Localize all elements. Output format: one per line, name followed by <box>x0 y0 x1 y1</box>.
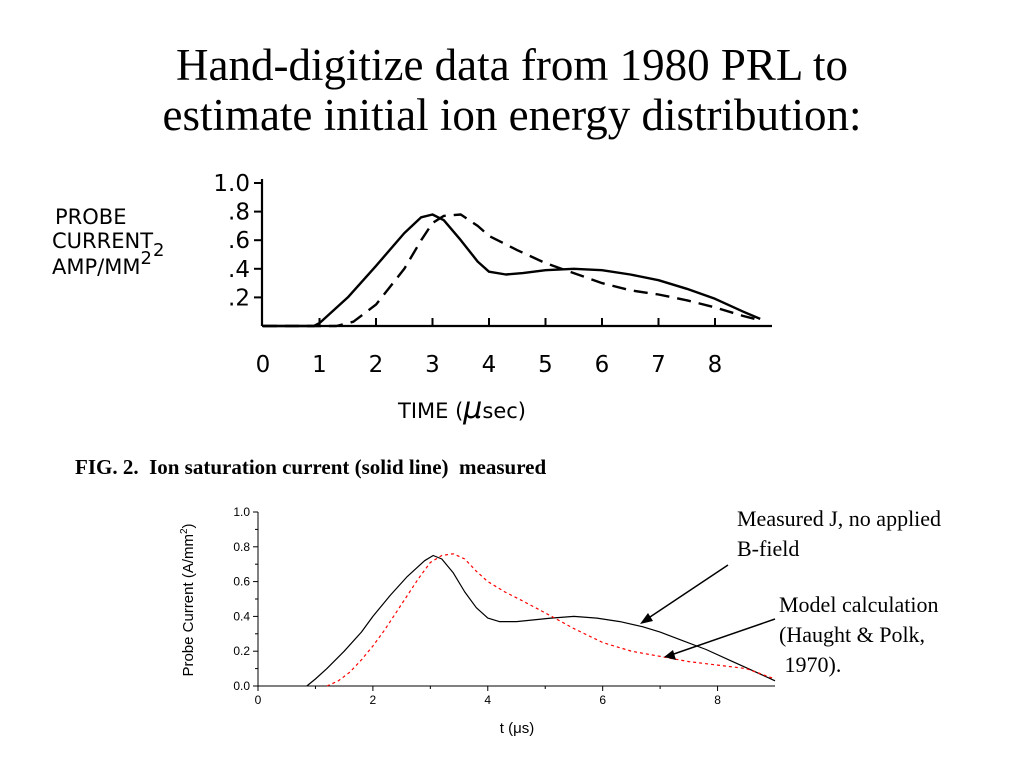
scan-y-tick-label: .4 <box>228 257 250 283</box>
title-line-1: Hand-digitize data from 1980 PRL to <box>176 40 848 90</box>
scan-y-tick-label: .6 <box>228 228 250 254</box>
scan-series-dashed <box>263 213 761 328</box>
plot-ylabel-superscript: 2 <box>179 528 190 534</box>
scan-x-tick-label: 0 <box>256 352 271 378</box>
scan-y-tick-labels: 1.0 .8.6 .4.2 <box>213 171 250 311</box>
plot-y-tick-label: 0.0 <box>233 679 250 693</box>
plot-xlabel-mu: μ <box>513 720 522 737</box>
scan-x-tick-label: 7 <box>651 352 666 378</box>
scan-series <box>263 213 761 328</box>
scan-ylabel-line-1: PROBE <box>55 205 126 229</box>
plot-ylabel-end: ) <box>180 523 197 528</box>
plot-x-tick-label: 6 <box>599 693 606 707</box>
scan-xlabel-prefix: TIME ( <box>397 399 463 423</box>
plot-x-tick-label: 2 <box>370 693 377 707</box>
annotation-model-line-1: Model calculation <box>779 592 939 617</box>
scan-ylabel-subscript: 2 <box>153 240 164 261</box>
scan-x-tick-labels: 0 1 2 3 4 5 6 7 8 <box>256 352 723 378</box>
scan-x-tick-label: 2 <box>369 352 384 378</box>
scan-y-tick-label: 1.0 <box>213 171 250 197</box>
scan-caption: FIG. 2. Ion saturation current (solid li… <box>75 455 546 479</box>
scan-y-tick-label: .8 <box>228 200 250 226</box>
plot-series-measured <box>306 554 776 687</box>
annotation-measured-line-2: B-field <box>737 536 800 561</box>
plot-y-tick-label: 0.6 <box>233 575 250 589</box>
scan-ylabel-superscript: 2 <box>140 248 151 269</box>
scan-xlabel-suffix: sec) <box>482 399 526 423</box>
plot-y-tick-labels: 0.0 0.2 0.4 0.6 0.8 1.0 <box>233 505 250 693</box>
scan-ylabel-line-3: AMP/MM2 <box>52 248 152 279</box>
scan-xlabel-mu: μ <box>462 391 482 426</box>
scan-ylabel-line-2: CURRENT2 <box>52 229 164 261</box>
scan-y-tick-label: .2 <box>228 285 250 311</box>
scan-x-axis-label: TIME (μsec) <box>397 391 526 426</box>
scan-x-tick-label: 3 <box>425 352 440 378</box>
annotation-model-line-3: 1970). <box>779 652 842 677</box>
scan-x-tick-label: 4 <box>482 352 497 378</box>
plot-y-axis-label: Probe Current (A/mm2) <box>179 523 197 676</box>
plot-x-tick-labels: 0 2 4 6 8 <box>255 693 722 707</box>
scan-x-tick-label: 6 <box>595 352 610 378</box>
model-arrow <box>667 618 776 657</box>
measured-arrow-head <box>640 613 653 624</box>
annotation-model-line-2: (Haught & Polk, <box>779 622 926 647</box>
plot-series <box>306 553 776 687</box>
scan-x-tick-label: 1 <box>312 352 327 378</box>
plot-xlabel-prefix: t ( <box>500 720 513 737</box>
plot-axes <box>253 511 775 691</box>
annotation-measured-line-1: Measured J, no applied <box>737 506 942 531</box>
plot-xlabel-suffix: s) <box>522 720 535 737</box>
scan-ylabel-current: CURRENT <box>52 229 153 253</box>
plot-x-tick-label: 4 <box>484 693 491 707</box>
scan-ylabel-units: AMP/MM <box>52 255 140 279</box>
annotation-model: Model calculation (Haught & Polk, 1970). <box>779 590 938 680</box>
scan-x-tick-label: 8 <box>708 352 723 378</box>
plot-y-tick-label: 1.0 <box>233 505 250 519</box>
plot-x-tick-label: 0 <box>255 693 262 707</box>
model-arrow-head <box>664 650 676 660</box>
plot-x-axis-label: t (μs) <box>500 720 535 737</box>
title-line-2: estimate initial ion energy distribution… <box>162 90 862 140</box>
plot-x-tick-label: 8 <box>714 693 721 707</box>
plot-series-model <box>326 553 776 687</box>
plot-y-tick-label: 0.8 <box>233 540 250 554</box>
plot-y-tick-label: 0.4 <box>233 609 250 623</box>
scan-axes <box>254 179 772 328</box>
slide-title: Hand-digitize data from 1980 PRL to esti… <box>0 40 1024 152</box>
plot-y-tick-label: 0.2 <box>233 644 250 658</box>
plot-ylabel-main: Probe Current (A/mm <box>180 534 197 677</box>
measured-arrow <box>643 564 729 622</box>
scan-series-solid <box>263 213 761 328</box>
scan-x-tick-label: 5 <box>538 352 553 378</box>
annotation-measured: Measured J, no applied B-field <box>737 504 941 564</box>
